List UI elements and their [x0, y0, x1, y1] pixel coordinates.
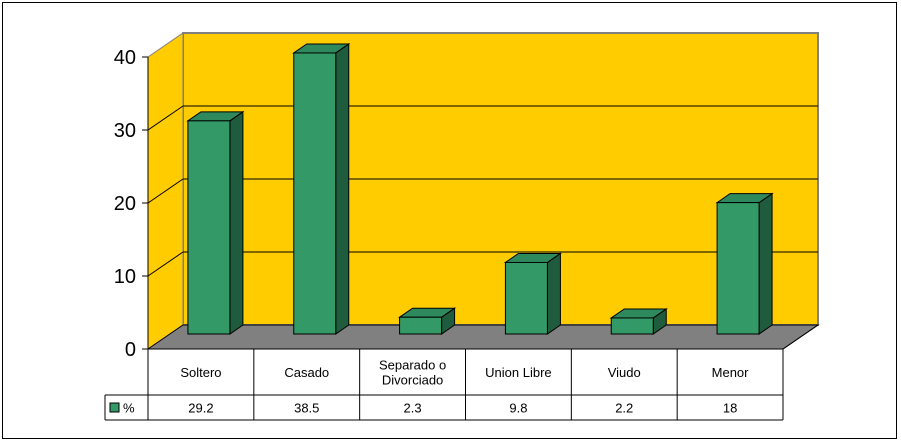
data-label: 2.2: [615, 401, 633, 416]
y-tick-label: 40: [114, 47, 136, 69]
category-label: Viudo: [608, 365, 641, 380]
data-label: 18: [723, 401, 737, 416]
data-label: 2.3: [404, 401, 422, 416]
category-label: Menor: [712, 365, 750, 380]
y-tick-label: 20: [114, 193, 136, 215]
bar: [716, 202, 760, 335]
bar: [399, 316, 443, 335]
category-label: Separado o Divorciado: [379, 358, 446, 388]
y-tick-label: 30: [114, 120, 136, 142]
data-label: 29.2: [188, 401, 213, 416]
table-floor-edge: [782, 324, 819, 350]
chart-frame: [2, 2, 897, 439]
bar: [610, 317, 654, 335]
bar-side: [335, 42, 350, 335]
bar-side: [758, 192, 773, 335]
legend-label: %: [123, 401, 135, 416]
data-label: 38.5: [294, 401, 319, 416]
y-tick-label: 0: [125, 339, 136, 361]
category-label: Union Libre: [485, 365, 552, 380]
category-label: Casado: [284, 365, 329, 380]
gridline-side: [147, 251, 184, 277]
legend-swatch: [109, 402, 120, 413]
gridline-side: [147, 105, 184, 131]
bar: [293, 52, 337, 335]
category-label: Soltero: [180, 365, 221, 380]
y-tick-label: 10: [114, 266, 136, 288]
bar-side: [229, 110, 244, 335]
bar: [504, 261, 548, 335]
bar-side: [546, 252, 561, 335]
gridline-side: [147, 178, 184, 204]
bar: [187, 120, 231, 335]
data-label: 9.8: [509, 401, 527, 416]
